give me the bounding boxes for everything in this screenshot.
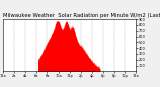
Text: Milwaukee Weather  Solar Radiation per Minute W/m2 (Last 24 Hours): Milwaukee Weather Solar Radiation per Mi… [3,13,160,18]
